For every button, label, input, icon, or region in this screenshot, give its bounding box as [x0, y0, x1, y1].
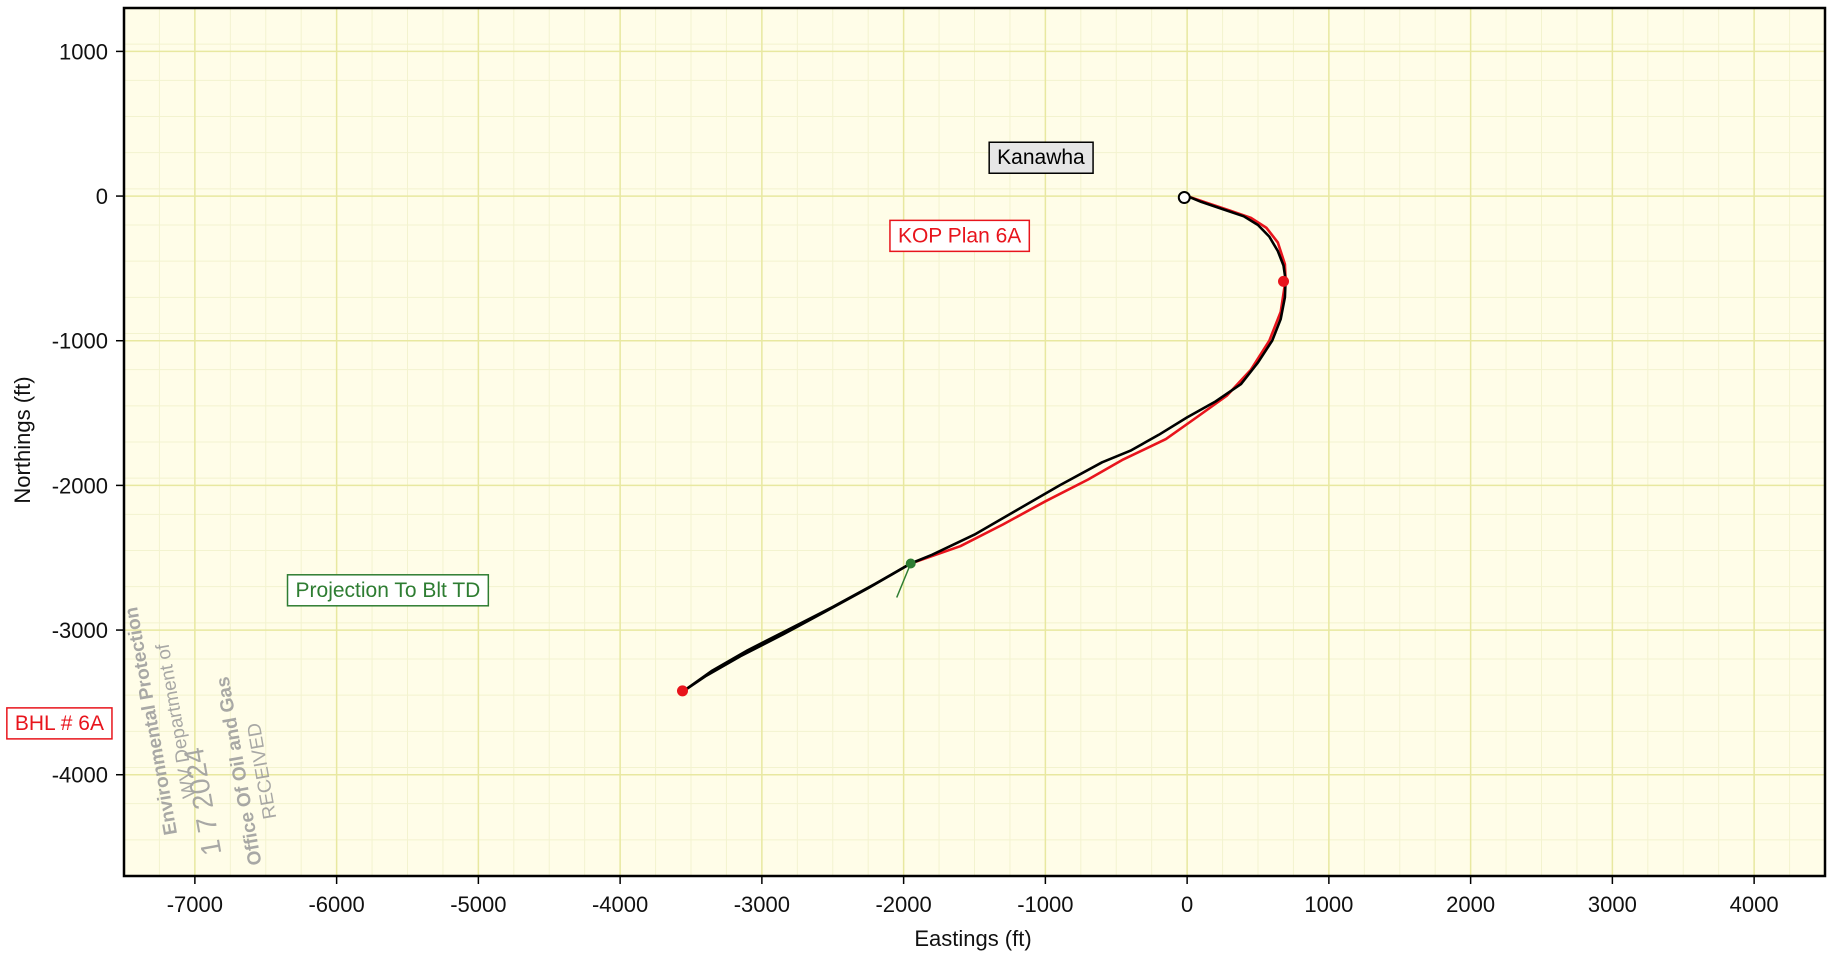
- projection-leader-line: [896, 563, 912, 598]
- x-axis-title: Eastings (ft): [914, 926, 1031, 951]
- x-tick-label: -4000: [592, 892, 648, 917]
- y-axis-ticks: 1000 0 -1000 -2000 -3000 -4000: [52, 39, 124, 788]
- kop-marker: [1278, 275, 1290, 287]
- bhl-marker: [676, 685, 688, 697]
- y-tick-label: -4000: [52, 763, 108, 788]
- annotation-1: KOP Plan 6A: [889, 219, 1031, 253]
- x-tick-label: -6000: [308, 892, 364, 917]
- y-axis-title: Northings (ft): [10, 376, 35, 503]
- annotation-label: Kanawha: [997, 146, 1085, 169]
- annotation-label: KOP Plan 6A: [898, 224, 1021, 247]
- points-layer: [676, 191, 1290, 697]
- plot-frame: [122, 6, 1827, 878]
- series-layer: [682, 194, 1287, 693]
- major-grid: [124, 8, 1825, 876]
- surface-marker: [1177, 191, 1191, 205]
- x-tick-label: -3000: [734, 892, 790, 917]
- annotation-label: Projection To Blt TD: [296, 579, 481, 602]
- x-tick-label: 2000: [1446, 892, 1495, 917]
- annotation-2: Projection To Blt TD: [286, 574, 490, 607]
- annotation-label: BHL # 6A: [15, 712, 104, 735]
- x-tick-label: 3000: [1588, 892, 1637, 917]
- actual-survey-line: [909, 194, 1287, 565]
- annotation-0: Kanawha: [988, 141, 1094, 174]
- x-tick-label: -5000: [450, 892, 506, 917]
- annotation-box: [889, 219, 1031, 253]
- y-tick-label: 0: [96, 184, 108, 209]
- annotation-box: [6, 707, 113, 740]
- x-tick-label: -7000: [167, 892, 223, 917]
- annotation-layer: Kanawha KOP Plan 6A Projection To Blt TD BH…: [6, 141, 1094, 740]
- x-tick-label: -1000: [1017, 892, 1073, 917]
- y-tick-label: -1000: [52, 329, 108, 354]
- y-tick-label: 1000: [59, 39, 108, 64]
- annotation-box: [286, 574, 490, 607]
- x-tick-label: -2000: [875, 892, 931, 917]
- annotation-box: [988, 141, 1094, 174]
- y-tick-label: -2000: [52, 473, 108, 498]
- annotation-3: BHL # 6A: [6, 707, 113, 740]
- x-tick-label: 1000: [1304, 892, 1353, 917]
- y-tick-label: -3000: [52, 618, 108, 643]
- x-tick-label: 4000: [1730, 892, 1779, 917]
- x-tick-label: 0: [1181, 892, 1193, 917]
- plan-6a-line: [909, 194, 1287, 565]
- x-axis-ticks: -7000 -6000 -5000 -4000 -3000 -2000 -1000 0 1000…: [167, 876, 1779, 917]
- projection-plan-line: [682, 562, 913, 693]
